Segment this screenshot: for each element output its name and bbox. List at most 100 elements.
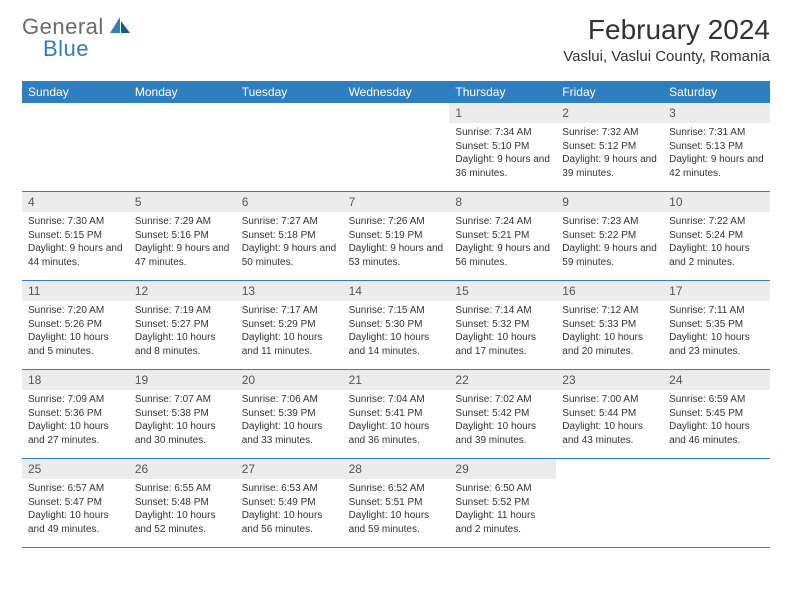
day-number: 21 <box>343 370 450 390</box>
logo-blue-wrap: Blue <box>43 36 89 62</box>
calendar-cell <box>556 459 663 547</box>
day-number <box>236 103 343 123</box>
day-header-tue: Tuesday <box>236 81 343 103</box>
calendar-cell: 9Sunrise: 7:23 AMSunset: 5:22 PMDaylight… <box>556 192 663 280</box>
day-header-sun: Sunday <box>22 81 129 103</box>
logo-sail-icon <box>108 15 132 40</box>
day-details: Sunrise: 7:06 AMSunset: 5:39 PMDaylight:… <box>236 390 343 452</box>
day-details: Sunrise: 7:23 AMSunset: 5:22 PMDaylight:… <box>556 212 663 274</box>
day-number: 29 <box>449 459 556 479</box>
calendar-cell: 10Sunrise: 7:22 AMSunset: 5:24 PMDayligh… <box>663 192 770 280</box>
day-details: Sunrise: 7:30 AMSunset: 5:15 PMDaylight:… <box>22 212 129 274</box>
day-details: Sunrise: 7:34 AMSunset: 5:10 PMDaylight:… <box>449 123 556 185</box>
calendar-cell: 24Sunrise: 6:59 AMSunset: 5:45 PMDayligh… <box>663 370 770 458</box>
calendar: Sunday Monday Tuesday Wednesday Thursday… <box>22 81 770 548</box>
day-number: 12 <box>129 281 236 301</box>
day-number: 24 <box>663 370 770 390</box>
day-number: 15 <box>449 281 556 301</box>
calendar-cell <box>236 103 343 191</box>
day-number: 23 <box>556 370 663 390</box>
calendar-cell: 16Sunrise: 7:12 AMSunset: 5:33 PMDayligh… <box>556 281 663 369</box>
day-number: 4 <box>22 192 129 212</box>
weeks-container: 1Sunrise: 7:34 AMSunset: 5:10 PMDaylight… <box>22 103 770 548</box>
day-number: 25 <box>22 459 129 479</box>
day-number: 1 <box>449 103 556 123</box>
calendar-cell: 5Sunrise: 7:29 AMSunset: 5:16 PMDaylight… <box>129 192 236 280</box>
day-header-wed: Wednesday <box>343 81 450 103</box>
day-details: Sunrise: 7:17 AMSunset: 5:29 PMDaylight:… <box>236 301 343 363</box>
calendar-cell: 6Sunrise: 7:27 AMSunset: 5:18 PMDaylight… <box>236 192 343 280</box>
day-number: 18 <box>22 370 129 390</box>
calendar-cell: 15Sunrise: 7:14 AMSunset: 5:32 PMDayligh… <box>449 281 556 369</box>
day-number: 17 <box>663 281 770 301</box>
week-row: 1Sunrise: 7:34 AMSunset: 5:10 PMDaylight… <box>22 103 770 192</box>
week-row: 18Sunrise: 7:09 AMSunset: 5:36 PMDayligh… <box>22 370 770 459</box>
day-details: Sunrise: 6:53 AMSunset: 5:49 PMDaylight:… <box>236 479 343 541</box>
day-number: 6 <box>236 192 343 212</box>
day-details: Sunrise: 7:15 AMSunset: 5:30 PMDaylight:… <box>343 301 450 363</box>
day-number: 3 <box>663 103 770 123</box>
day-details: Sunrise: 7:27 AMSunset: 5:18 PMDaylight:… <box>236 212 343 274</box>
calendar-cell: 25Sunrise: 6:57 AMSunset: 5:47 PMDayligh… <box>22 459 129 547</box>
day-details: Sunrise: 7:26 AMSunset: 5:19 PMDaylight:… <box>343 212 450 274</box>
day-details: Sunrise: 7:00 AMSunset: 5:44 PMDaylight:… <box>556 390 663 452</box>
day-details: Sunrise: 7:07 AMSunset: 5:38 PMDaylight:… <box>129 390 236 452</box>
day-header-sat: Saturday <box>663 81 770 103</box>
calendar-cell <box>663 459 770 547</box>
day-details: Sunrise: 7:02 AMSunset: 5:42 PMDaylight:… <box>449 390 556 452</box>
calendar-cell: 13Sunrise: 7:17 AMSunset: 5:29 PMDayligh… <box>236 281 343 369</box>
day-details: Sunrise: 7:14 AMSunset: 5:32 PMDaylight:… <box>449 301 556 363</box>
calendar-cell: 29Sunrise: 6:50 AMSunset: 5:52 PMDayligh… <box>449 459 556 547</box>
calendar-cell: 11Sunrise: 7:20 AMSunset: 5:26 PMDayligh… <box>22 281 129 369</box>
day-details: Sunrise: 7:22 AMSunset: 5:24 PMDaylight:… <box>663 212 770 274</box>
calendar-cell: 27Sunrise: 6:53 AMSunset: 5:49 PMDayligh… <box>236 459 343 547</box>
day-details: Sunrise: 6:59 AMSunset: 5:45 PMDaylight:… <box>663 390 770 452</box>
day-number: 28 <box>343 459 450 479</box>
day-header-thu: Thursday <box>449 81 556 103</box>
title-block: February 2024 Vaslui, Vaslui County, Rom… <box>563 14 770 65</box>
day-number: 5 <box>129 192 236 212</box>
day-header-row: Sunday Monday Tuesday Wednesday Thursday… <box>22 81 770 103</box>
day-number: 11 <box>22 281 129 301</box>
day-number: 14 <box>343 281 450 301</box>
day-details: Sunrise: 7:04 AMSunset: 5:41 PMDaylight:… <box>343 390 450 452</box>
calendar-cell: 4Sunrise: 7:30 AMSunset: 5:15 PMDaylight… <box>22 192 129 280</box>
day-details: Sunrise: 7:31 AMSunset: 5:13 PMDaylight:… <box>663 123 770 185</box>
calendar-cell: 18Sunrise: 7:09 AMSunset: 5:36 PMDayligh… <box>22 370 129 458</box>
calendar-cell: 8Sunrise: 7:24 AMSunset: 5:21 PMDaylight… <box>449 192 556 280</box>
calendar-cell: 3Sunrise: 7:31 AMSunset: 5:13 PMDaylight… <box>663 103 770 191</box>
day-details: Sunrise: 7:11 AMSunset: 5:35 PMDaylight:… <box>663 301 770 363</box>
location-text: Vaslui, Vaslui County, Romania <box>563 48 770 65</box>
day-number <box>22 103 129 123</box>
day-details: Sunrise: 7:20 AMSunset: 5:26 PMDaylight:… <box>22 301 129 363</box>
day-number: 9 <box>556 192 663 212</box>
calendar-cell: 2Sunrise: 7:32 AMSunset: 5:12 PMDaylight… <box>556 103 663 191</box>
calendar-cell: 23Sunrise: 7:00 AMSunset: 5:44 PMDayligh… <box>556 370 663 458</box>
day-number: 13 <box>236 281 343 301</box>
day-number <box>129 103 236 123</box>
week-row: 11Sunrise: 7:20 AMSunset: 5:26 PMDayligh… <box>22 281 770 370</box>
calendar-cell: 20Sunrise: 7:06 AMSunset: 5:39 PMDayligh… <box>236 370 343 458</box>
day-details: Sunrise: 6:52 AMSunset: 5:51 PMDaylight:… <box>343 479 450 541</box>
month-title: February 2024 <box>563 14 770 46</box>
calendar-cell <box>22 103 129 191</box>
logo-text-blue: Blue <box>43 36 89 61</box>
calendar-cell: 22Sunrise: 7:02 AMSunset: 5:42 PMDayligh… <box>449 370 556 458</box>
day-number: 16 <box>556 281 663 301</box>
day-details: Sunrise: 7:24 AMSunset: 5:21 PMDaylight:… <box>449 212 556 274</box>
day-number: 22 <box>449 370 556 390</box>
day-details: Sunrise: 7:12 AMSunset: 5:33 PMDaylight:… <box>556 301 663 363</box>
day-details: Sunrise: 6:50 AMSunset: 5:52 PMDaylight:… <box>449 479 556 541</box>
day-number <box>663 459 770 479</box>
week-row: 4Sunrise: 7:30 AMSunset: 5:15 PMDaylight… <box>22 192 770 281</box>
day-number: 10 <box>663 192 770 212</box>
day-details: Sunrise: 6:57 AMSunset: 5:47 PMDaylight:… <box>22 479 129 541</box>
calendar-cell: 12Sunrise: 7:19 AMSunset: 5:27 PMDayligh… <box>129 281 236 369</box>
day-number: 2 <box>556 103 663 123</box>
day-details: Sunrise: 7:09 AMSunset: 5:36 PMDaylight:… <box>22 390 129 452</box>
day-number <box>556 459 663 479</box>
calendar-cell <box>343 103 450 191</box>
day-number: 7 <box>343 192 450 212</box>
day-number: 26 <box>129 459 236 479</box>
day-number: 20 <box>236 370 343 390</box>
